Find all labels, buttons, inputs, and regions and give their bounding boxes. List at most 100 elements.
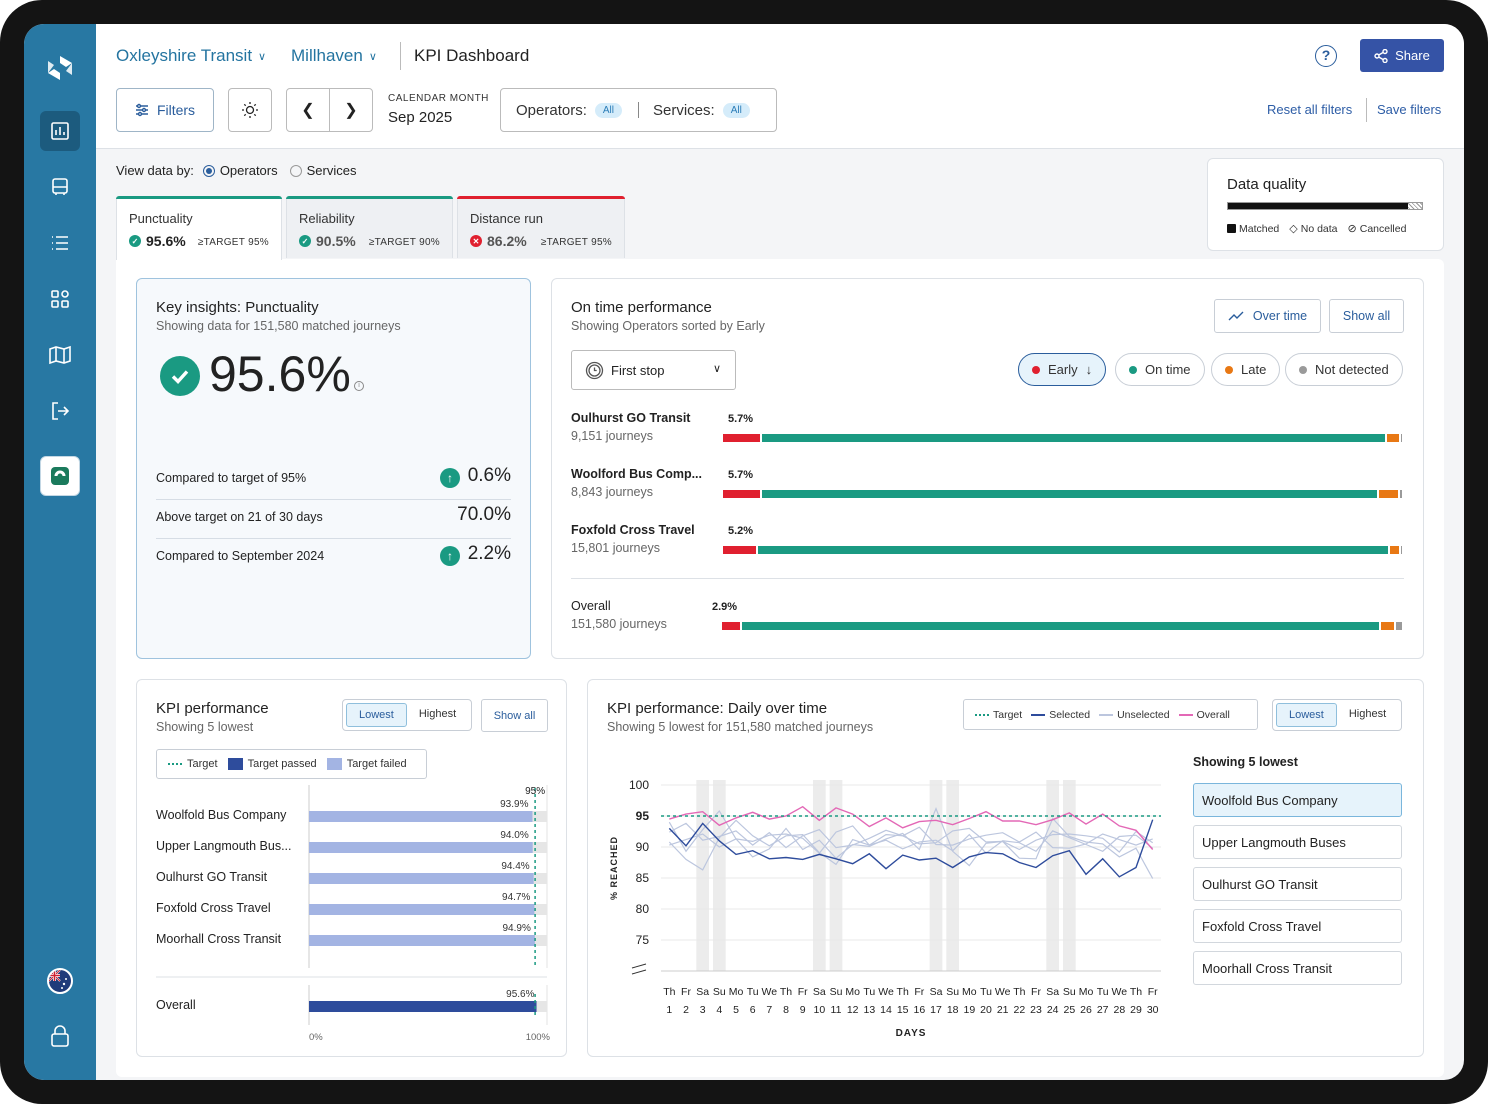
x-weekday-label: We [878,986,894,998]
sidebar-item-partner-app[interactable] [40,456,80,496]
daily-list-title: Showing 5 lowest [1193,755,1298,769]
info-icon[interactable]: i [354,381,364,391]
tab-value: 90.5% [316,233,356,249]
x-weekday-label: Mo [1079,986,1094,998]
save-filters-link[interactable]: Save filters [1377,102,1442,117]
chevron-down-icon: ∨ [712,363,721,375]
insight-label: Above target on 21 of 30 days [156,510,323,524]
arrow-up-circle-icon: ↑ [440,468,460,488]
legend-matched: Matched [1239,222,1280,235]
area-selector[interactable]: Millhaven ∨ [291,46,377,66]
weekend-band [829,780,843,971]
sidebar-item-lock[interactable] [40,1016,80,1056]
tab-reliability[interactable]: Reliability ✓ 90.5% ≥TARGET 90% [286,196,453,258]
y-tick-label: 75 [636,933,650,947]
radio-checked-icon [202,164,215,177]
insight-row: Above target on 21 of 30 days 70.0% [156,500,511,539]
tab-punctuality[interactable]: Punctuality ✓ 95.6% ≥TARGET 95% [116,196,282,260]
x-weekday-label: Fr [1031,986,1041,998]
legend-chip-on-time[interactable]: On time [1115,353,1205,386]
kpi-bar-value-label: 95.6% [506,989,534,1000]
daily-subtitle: Showing 5 lowest for 151,580 matched jou… [607,720,874,734]
legend-chip-early[interactable]: Early ↓ [1018,353,1107,386]
x-day-label: 27 [1097,1004,1109,1016]
x-day-label: 22 [1013,1004,1025,1016]
operator-list-item[interactable]: Oulhurst GO Transit [1193,867,1402,901]
chevron-right-icon: ❯ [344,102,358,119]
legend-chip-late[interactable]: Late [1211,353,1281,386]
apps-icon [51,290,69,308]
x-weekday-label: Tu [980,986,992,998]
show-all-button[interactable]: Show all [1329,299,1404,333]
tab-target: ≥TARGET 95% [197,237,269,248]
otp-bar-late [1379,490,1398,498]
key-insights-card: Key insights: Punctuality Showing data f… [136,278,531,659]
operator-list-item[interactable]: Upper Langmouth Buses [1193,825,1402,859]
x-weekday-label: We [995,986,1011,998]
otp-bar-not-detected [1396,622,1402,630]
sidebar-item-export[interactable] [40,391,80,431]
show-all-button[interactable]: Show all [481,699,548,732]
over-time-button[interactable]: Over time [1214,299,1321,333]
kpi-row-label: Upper Langmouth Bus... [156,839,292,853]
sidebar-item-bus[interactable] [40,167,80,207]
radio-services[interactable]: Services [289,163,357,178]
toggle-lowest[interactable]: Lowest [346,703,407,727]
x-weekday-label: Th [1013,986,1025,998]
data-quality-legend: Matched ◇ No data ⊘ Cancelled [1227,222,1406,235]
org-selector[interactable]: Oxleyshire Transit ∨ [116,46,266,66]
weekend-band [946,780,959,971]
x-weekday-label: Tu [747,986,759,998]
prev-month-button[interactable]: ❮ [286,88,330,132]
x-day-label: 30 [1147,1004,1159,1016]
tab-distance-run[interactable]: Distance run ✕ 86.2% ≥TARGET 95% [457,196,625,258]
tab-value: 95.6% [146,233,186,249]
sidebar-item-list[interactable] [40,223,80,263]
sidebar-item-map[interactable] [40,335,80,375]
x-weekday-label: Sa [813,986,826,998]
kpi-bar-value-label: 94.7% [502,892,530,903]
sidebar-item-apps[interactable] [40,279,80,319]
operator-list-item[interactable]: Foxfold Cross Travel [1193,909,1402,943]
radio-services-label: Services [306,163,357,178]
operator-list-item[interactable]: Moorhall Cross Transit [1193,951,1402,985]
radio-operators-label: Operators [219,163,278,178]
share-button[interactable]: Share [1360,39,1444,72]
theme-toggle-button[interactable] [228,88,272,132]
reset-filters-link[interactable]: Reset all filters [1267,102,1353,117]
stop-select[interactable]: First stop ∨ [571,350,736,390]
radio-unchecked-icon [289,164,302,177]
y-tick-label: 100 [629,778,649,792]
operator-service-filter[interactable]: Operators: All Services: All [500,88,777,132]
series-line-unselected-b [669,822,1153,849]
next-month-button[interactable]: ❯ [329,88,373,132]
operator-list-item[interactable]: Woolfold Bus Company [1193,783,1402,817]
on-time-performance-card: On time performance Showing Operators so… [551,278,1424,659]
lowest-highest-toggle[interactable]: Lowest Highest [342,699,473,731]
kpi-bar [309,873,534,884]
lowest-highest-toggle[interactable]: Lowest Highest [1272,699,1403,731]
legend-unselected: Unselected [1117,708,1170,721]
data-quality-bar [1227,202,1423,210]
x-axis-title: DAYS [896,1028,927,1039]
help-icon[interactable]: ? [1315,45,1337,67]
x-day-label: 25 [1063,1004,1075,1016]
toggle-lowest[interactable]: Lowest [1276,703,1337,727]
target-label: 95% [525,786,545,797]
otp-row-journeys: 15,801 journeys [571,541,660,555]
legend-overall: Overall [1196,708,1230,721]
flag-icon[interactable] [47,968,73,994]
cancelled-circle-icon: ⊘ [1347,223,1357,235]
legend-chip-not-detected[interactable]: Not detected [1285,353,1403,386]
otp-bar-early [723,434,760,442]
radio-operators[interactable]: Operators [202,163,278,178]
divider [1366,98,1367,122]
insight-label: Compared to September 2024 [156,549,325,563]
toggle-highest[interactable]: Highest [418,708,457,720]
filters-button[interactable]: Filters [116,88,214,132]
toggle-highest[interactable]: Highest [1348,708,1387,720]
tab-accent [457,196,625,199]
sidebar-item-dashboard[interactable] [40,111,80,151]
x-day-label: 24 [1047,1004,1059,1016]
chip-label: On time [1145,362,1191,377]
